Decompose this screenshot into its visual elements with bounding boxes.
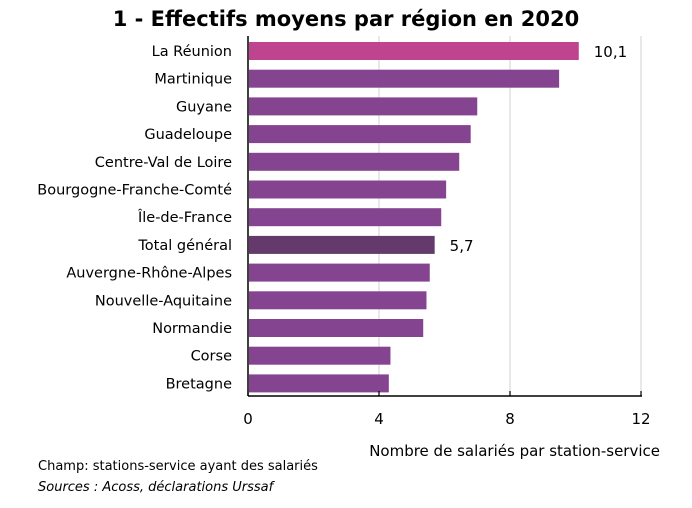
category-label: La Réunion [152, 44, 232, 60]
bar [249, 152, 460, 171]
category-label: Guyane [176, 99, 232, 115]
x-tick-label: 12 [631, 410, 650, 428]
category-label: Guadeloupe [144, 127, 232, 143]
data-label: 10,1 [594, 43, 627, 61]
category-label: Centre-Val de Loire [95, 155, 232, 171]
footnote-sources: Sources : Acoss, déclarations Urssaf [38, 480, 274, 495]
bar [249, 42, 579, 60]
x-tick-label: 0 [243, 410, 253, 428]
bar [249, 346, 391, 365]
category-label: Total général [137, 238, 232, 254]
category-label: Bretagne [166, 376, 232, 392]
x-tick-label: 4 [374, 410, 384, 428]
bar [249, 208, 442, 227]
x-tick-label: 8 [505, 410, 515, 428]
bar [249, 374, 389, 393]
footnote-champ: Champ: stations-service ayant des salari… [38, 459, 318, 474]
bar [249, 235, 435, 254]
bar [249, 180, 447, 199]
category-label: Normandie [152, 321, 232, 337]
x-axis-label: Nombre de salariés par station-service [369, 442, 660, 460]
category-label: Nouvelle-Aquitaine [95, 293, 232, 309]
bar [249, 263, 430, 282]
category-label: Bourgogne-Franche-Comté [37, 183, 232, 199]
data-label: 5,7 [450, 237, 474, 255]
bar [249, 97, 478, 116]
bar [249, 125, 471, 144]
bar [249, 319, 424, 337]
category-label: Auvergne-Rhône-Alpes [66, 266, 232, 282]
chart-title: 1 - Effectifs moyens par région en 2020 [113, 7, 580, 31]
category-label: Martinique [154, 72, 232, 88]
category-label: Corse [191, 349, 233, 365]
category-label: Île-de-France [137, 208, 232, 226]
bar [249, 69, 560, 88]
bar [249, 291, 427, 310]
